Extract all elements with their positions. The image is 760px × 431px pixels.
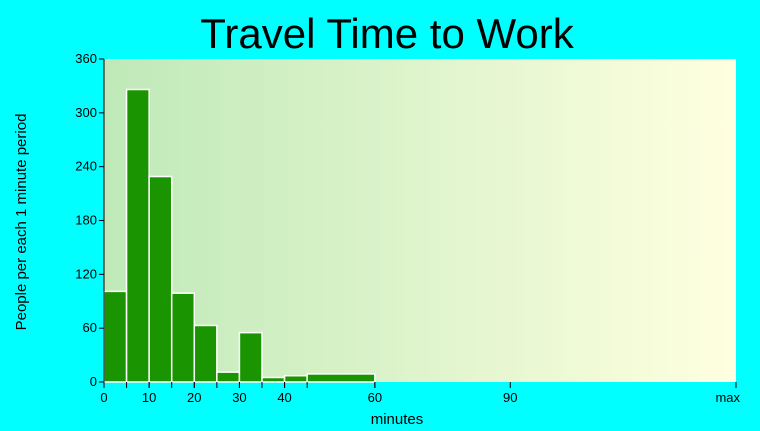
histogram-bar bbox=[148, 175, 173, 383]
axes-layer: 0 60 120 180 240 300 360 0 10 20 30 40 60 90 max bbox=[75, 51, 740, 405]
y-tick-label: 300 bbox=[75, 105, 97, 120]
x-tick-label: 40 bbox=[277, 390, 291, 405]
histogram-bar bbox=[261, 376, 286, 383]
histogram-bar bbox=[170, 292, 196, 383]
x-tick-label: 0 bbox=[100, 390, 107, 405]
x-tick-label: 90 bbox=[503, 390, 517, 405]
x-tick-label: 10 bbox=[142, 390, 156, 405]
x-tick-label: 30 bbox=[232, 390, 246, 405]
chart-title: Travel Time to Work bbox=[200, 10, 574, 57]
x-tick-label: 60 bbox=[368, 390, 382, 405]
y-axis-label: People per each 1 minute period bbox=[13, 114, 30, 331]
histogram-bar bbox=[283, 374, 308, 383]
histogram-bar bbox=[306, 373, 376, 383]
x-axis-label: minutes bbox=[371, 411, 424, 428]
y-tick-label: 60 bbox=[83, 320, 97, 335]
histogram-bar bbox=[103, 290, 128, 383]
y-tick-label: 180 bbox=[75, 213, 97, 228]
x-tick-label: 20 bbox=[187, 390, 201, 405]
y-tick-label: 120 bbox=[75, 266, 97, 281]
histogram-bar bbox=[216, 371, 241, 383]
y-tick-label: 240 bbox=[75, 159, 97, 174]
y-tick-label: 0 bbox=[90, 374, 97, 389]
histogram-bar bbox=[125, 88, 150, 383]
histogram-bar bbox=[193, 324, 218, 383]
x-tick-label: max bbox=[715, 390, 740, 405]
y-tick-label: 360 bbox=[75, 51, 97, 66]
histogram-bar bbox=[238, 331, 263, 383]
bars-layer bbox=[103, 88, 376, 383]
